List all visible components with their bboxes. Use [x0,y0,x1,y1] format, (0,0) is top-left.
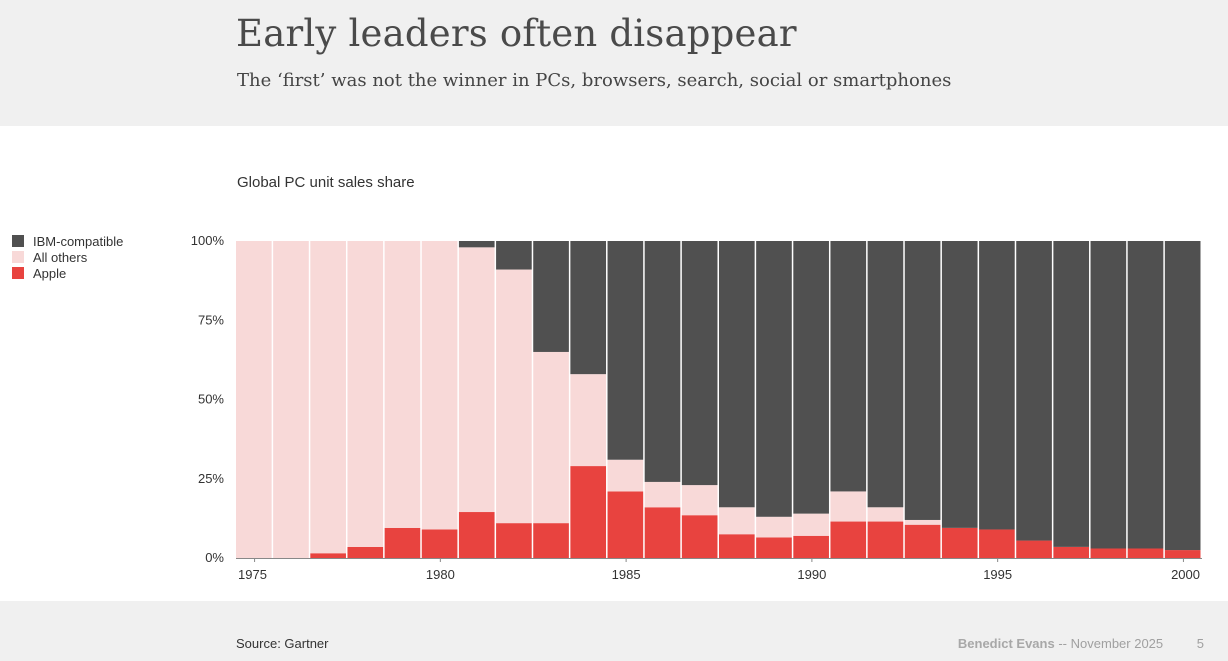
bar-others-1980 [421,241,458,530]
x-tick-label: 2000 [1171,567,1200,582]
bar-ibm-1982 [496,241,532,270]
x-tick-label: 1980 [426,567,455,582]
bar-others-1986 [644,481,681,508]
bar-ibm-1991 [830,241,867,492]
footer-date: November 2025 [1070,636,1164,651]
bar-ibm-1999 [1127,241,1164,549]
bar-others-1981 [458,247,495,513]
bar-ibm-1992 [867,241,904,508]
bar-apple-1984 [570,466,607,558]
bar-apple-1979 [384,527,421,558]
bar-others-1978 [347,241,384,547]
bar-others-1988 [719,507,755,535]
footer: Source: Gartner Benedict Evans -- Novemb… [0,601,1228,661]
bar-ibm-1983 [533,241,569,352]
bar-others-1975 [236,241,272,558]
bar-others-1976 [273,241,309,558]
bar-ibm-1996 [1016,241,1052,541]
legend-label-others: All others [33,249,88,265]
bar-apple-1992 [867,521,904,558]
bar-ibm-1984 [570,241,607,375]
bar-apple-1980 [421,529,458,558]
page-number: 5 [1196,636,1204,651]
bar-others-1982 [496,269,532,524]
bar-ibm-1989 [756,241,792,517]
source-note: Source: Gartner [236,636,329,651]
page-subtitle: The ‘first’ was not the winner in PCs, b… [237,70,952,91]
legend-item-ibm: IBM-compatible [12,233,123,249]
bar-ibm-1993 [904,241,941,520]
chart-title: Global PC unit sales share [237,174,415,191]
bar-ibm-1998 [1090,241,1127,549]
bar-others-1993 [904,519,941,525]
bar-ibm-1986 [644,241,681,482]
legend-swatch-apple [12,267,24,279]
header: Early leaders often disappear The ‘first… [0,0,1228,126]
y-tick-label: 75% [198,312,224,327]
bar-apple-1990 [793,535,829,558]
legend-label-apple: Apple [33,265,67,281]
y-tick-label: 0% [205,550,224,565]
bar-others-1990 [793,513,829,536]
bar-apple-1981 [458,512,495,558]
bar-others-1989 [756,516,792,538]
bar-ibm-1985 [607,241,644,460]
bar-apple-1989 [756,537,792,558]
legend-item-others: All others [12,249,123,265]
bar-apple-1995 [979,529,1015,558]
legend-item-apple: Apple [12,265,123,281]
bar-apple-1993 [904,524,941,558]
x-tick-label: 1990 [797,567,826,582]
legend-swatch-others [12,251,24,263]
x-tick-label: 1995 [983,567,1012,582]
footer-separator: -- [1058,636,1068,651]
legend-label-ibm: IBM-compatible [33,233,124,249]
bar-ibm-1995 [979,241,1015,530]
bar-ibm-2000 [1164,241,1201,551]
bar-ibm-1990 [793,241,829,514]
bar-apple-1978 [347,546,384,558]
bar-others-1992 [867,507,904,522]
page-title: Early leaders often disappear [236,12,797,55]
y-tick-label: 25% [198,471,224,486]
bar-others-1983 [533,351,569,524]
bar-ibm-1981 [458,241,495,248]
x-tick-label: 1975 [238,567,267,582]
bar-others-1991 [830,491,867,522]
bar-others-1987 [681,485,718,516]
bar-others-1979 [384,241,421,528]
bar-apple-1998 [1090,548,1127,558]
bar-ibm-1988 [719,241,755,508]
bar-apple-1988 [719,534,755,558]
author-name: Benedict Evans [957,636,1055,651]
x-tick-label: 1985 [612,567,641,582]
bar-others-1984 [570,374,607,467]
bar-apple-1985 [607,491,644,558]
y-tick-label: 100% [191,233,225,248]
stacked-bar-chart: 0% 25% 50% 75% 100% 1975 1980 1985 1990 1995 2000 [191,233,1202,582]
bar-apple-1991 [830,521,867,558]
bar-apple-2000 [1164,550,1201,558]
footer-credit: Benedict Evans -- November 2025 5 [958,636,1204,651]
bar-ibm-1994 [941,241,978,528]
bar-apple-1987 [681,515,718,558]
bar-apple-1977 [310,553,346,558]
bar-apple-1986 [644,507,681,558]
legend: IBM-compatible All others Apple [12,233,123,281]
bar-ibm-1997 [1053,241,1090,547]
bar-apple-1983 [533,523,569,558]
bar-apple-1996 [1016,540,1052,558]
bar-apple-1994 [941,527,978,558]
legend-swatch-ibm [12,235,24,247]
bar-apple-1999 [1127,548,1164,558]
bar-others-1985 [607,459,644,492]
bar-apple-1997 [1053,546,1090,558]
bar-others-1977 [310,241,346,554]
bar-apple-1982 [496,523,532,558]
y-tick-label: 50% [198,392,224,407]
bar-ibm-1987 [681,241,718,486]
